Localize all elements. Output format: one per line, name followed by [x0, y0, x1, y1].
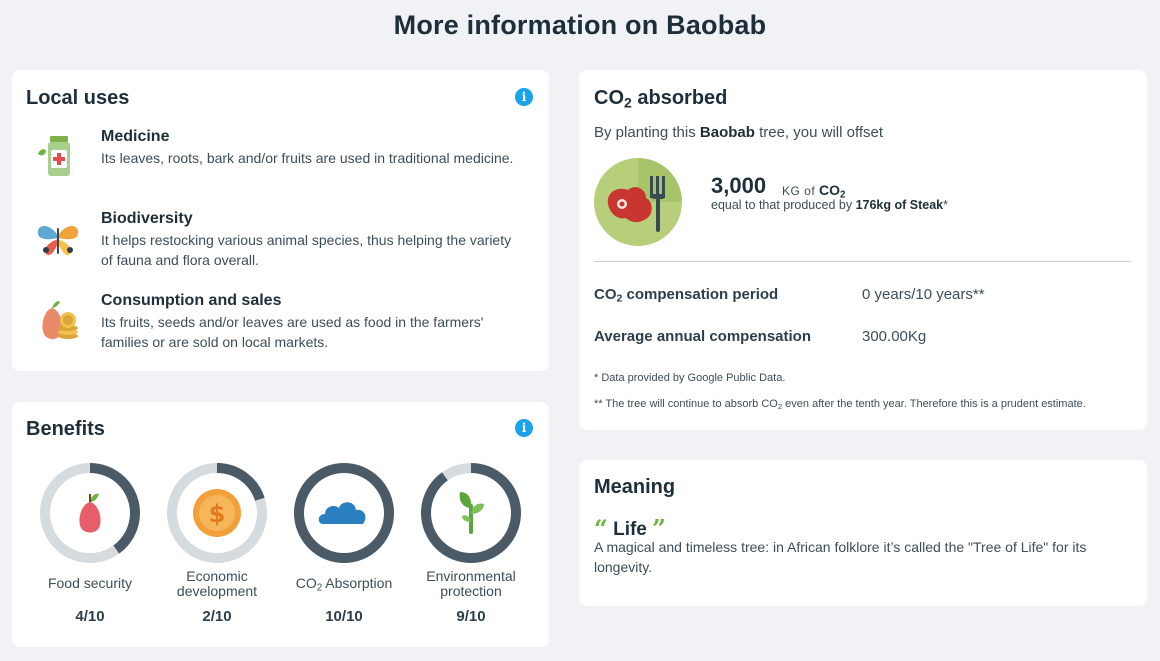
- benefits-title: Benefits: [26, 418, 105, 440]
- fruit-coins-icon: [42, 301, 78, 340]
- benefit-score: 10/10: [325, 608, 363, 625]
- use-description: It helps restocking various animal speci…: [101, 232, 512, 268]
- close-quote-icon: ”: [652, 514, 666, 543]
- co2-subscript: 2: [316, 582, 323, 594]
- benefit-label: Economic development: [176, 568, 258, 599]
- label-subscript: 2: [616, 292, 623, 305]
- benefit-label: CO2 Absorption: [284, 576, 404, 595]
- co2-title-text: CO: [594, 87, 624, 109]
- cloud-icon: [318, 502, 366, 524]
- compensation-period-value: 0 years/10 years**: [862, 286, 985, 303]
- meaning-description: A magical and timeless tree: in African …: [594, 539, 1087, 575]
- dollar-coin-icon: $: [193, 489, 241, 537]
- svg-text:$: $: [209, 500, 226, 528]
- footnote-estimate: ** The tree will continue to absorb CO2 …: [594, 398, 1086, 411]
- footnote-subscript: 2: [777, 401, 783, 411]
- meaning-word-text: Life: [613, 519, 647, 540]
- meaning-title: Meaning: [594, 476, 676, 498]
- info-icon[interactable]: i: [515, 88, 533, 106]
- co2-subtitle: By planting this Baobab tree, you will o…: [594, 124, 883, 141]
- progress-ring: [421, 463, 521, 563]
- absorption-text: Absorption: [322, 575, 393, 591]
- co2-equivalent: equal to that produced by 176kg of Steak…: [711, 198, 948, 212]
- benefits-card: Benefits i Food security 4/10 $ Economic…: [12, 402, 549, 647]
- use-item-consumption: Consumption and sales Its fruits, seeds …: [12, 292, 532, 352]
- progress-ring: [294, 463, 394, 563]
- benefit-label: Food security: [47, 575, 133, 591]
- use-description: Its fruits, seeds and/or leaves are used…: [101, 314, 484, 350]
- label-main: CO: [594, 286, 617, 303]
- co2-text: CO: [295, 575, 317, 591]
- pear-icon: [79, 493, 101, 533]
- benefit-score: 4/10: [75, 608, 105, 625]
- subtitle-prefix: By planting this: [594, 124, 700, 141]
- equal-prefix: equal to that produced by: [711, 198, 856, 212]
- sprout-icon: [459, 492, 484, 534]
- footnote-part-a: ** The tree will continue to absorb CO: [594, 398, 778, 410]
- co2-title: CO2 absorbed: [594, 87, 727, 111]
- steak-icon: [594, 158, 682, 246]
- local-uses-title: Local uses: [26, 87, 130, 109]
- divider: [594, 261, 1131, 262]
- info-icon[interactable]: i: [515, 419, 533, 437]
- compensation-period-label: CO2 compensation period: [594, 286, 778, 305]
- use-title: Consumption and sales: [101, 292, 282, 309]
- co2-title-subscript: 2: [624, 94, 632, 111]
- footnote-part-b: even after the tenth year. Therefore thi…: [782, 398, 1086, 410]
- annual-compensation-value: 300.00Kg: [862, 328, 927, 345]
- co2-title-rest: absorbed: [631, 87, 728, 109]
- use-title: Medicine: [101, 128, 170, 145]
- medicine-bottle-icon: [38, 136, 70, 176]
- co2-card: CO2 absorbed By planting this Baobab tre…: [579, 70, 1147, 430]
- use-item-medicine: Medicine Its leaves, roots, bark and/or …: [12, 128, 532, 188]
- co2-unit: KG of CO2: [782, 182, 845, 200]
- unit-co: CO: [819, 182, 841, 198]
- label-rest: compensation period: [622, 286, 779, 303]
- benefit-label: Environmental protection: [426, 568, 516, 599]
- tree-name: Baobab: [699, 124, 755, 141]
- subtitle-suffix: tree, you will offset: [754, 124, 884, 141]
- annual-compensation-label: Average annual compensation: [594, 328, 812, 345]
- meaning-word: “ Life ”: [594, 514, 666, 543]
- progress-ring: [40, 463, 140, 563]
- steak-amount: 176kg of Steak: [855, 198, 944, 212]
- local-uses-card: Local uses i Medicine Its leaves, roots,…: [12, 70, 549, 371]
- use-description: Its leaves, roots, bark and/or fruits ar…: [101, 150, 514, 166]
- benefit-score: 9/10: [456, 608, 486, 625]
- equal-suffix: *: [943, 198, 948, 212]
- unit-prefix: KG of: [782, 184, 820, 198]
- butterfly-icon: [37, 226, 79, 256]
- footnote-data-source: * Data provided by Google Public Data.: [594, 372, 786, 384]
- progress-ring: $: [167, 463, 267, 563]
- open-quote-icon: “: [594, 514, 608, 543]
- use-title: Biodiversity: [101, 210, 193, 227]
- use-item-biodiversity: Biodiversity It helps restocking various…: [12, 210, 532, 270]
- unit-subscript: 2: [840, 189, 846, 201]
- co2-amount: 3,000: [711, 173, 767, 198]
- meaning-card: Meaning “ Life ” A magical and timeless …: [579, 460, 1147, 606]
- benefit-score: 2/10: [202, 608, 232, 625]
- page-title: More information on Baobab: [393, 10, 767, 40]
